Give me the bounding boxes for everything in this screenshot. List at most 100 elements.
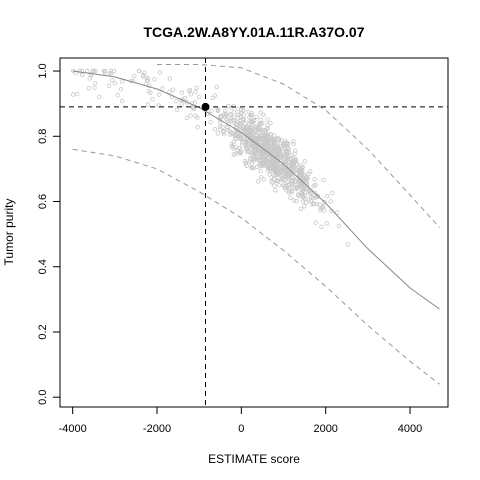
scatter-point: [302, 204, 307, 209]
scatter-point: [260, 128, 266, 133]
scatter-point: [240, 116, 245, 122]
scatter-point: [267, 143, 273, 149]
scatter-point: [298, 206, 303, 211]
scatter-point: [144, 77, 150, 82]
scatter-point: [290, 163, 295, 168]
scatter-point: [322, 199, 327, 205]
scatter-point: [290, 177, 296, 183]
scatter-point: [313, 220, 318, 225]
scatter-point: [156, 103, 161, 108]
scatter-point: [212, 126, 218, 132]
scatter-point: [292, 151, 297, 156]
scatter-point: [261, 112, 266, 117]
scatter-point: [228, 118, 233, 124]
scatter-point: [270, 136, 275, 142]
scatter-point: [214, 84, 219, 89]
scatter-point: [302, 193, 308, 198]
scatter-point: [233, 144, 239, 150]
scatter-point: [267, 172, 272, 177]
scatter-point: [320, 204, 325, 210]
scatter-point: [279, 169, 284, 174]
scatter-point: [119, 98, 125, 104]
scatter-point: [146, 89, 151, 94]
scatter-point: [238, 148, 243, 153]
y-tick-label: 0.8: [37, 129, 49, 144]
scatter-point: [223, 111, 228, 116]
y-axis: 0.0 0.2 0.4 0.6 0.8 1.0: [37, 63, 61, 405]
scatter-point: [269, 179, 274, 184]
scatter-points: [70, 68, 350, 247]
scatter-point: [145, 102, 151, 107]
y-tick-label: 1.0: [37, 63, 49, 78]
scatter-point: [336, 223, 341, 229]
scatter-point: [325, 193, 330, 199]
scatter-point: [270, 180, 275, 185]
scatter-point: [209, 108, 214, 113]
scatter-point: [218, 127, 223, 132]
scatter-point: [275, 178, 280, 183]
y-tick-label: 0.4: [37, 259, 49, 274]
scatter-point: [264, 126, 270, 131]
scatter-point: [232, 115, 237, 120]
scatter-point: [322, 208, 327, 213]
scatter-point: [271, 138, 276, 144]
x-tick-label: -2000: [143, 423, 171, 435]
scatter-point: [305, 189, 311, 194]
scatter-point: [328, 199, 333, 204]
scatter-point: [118, 86, 124, 92]
scatter-point: [241, 108, 246, 113]
scatter-point: [238, 150, 244, 155]
scatter-point: [317, 207, 323, 213]
scatter-point: [286, 182, 292, 187]
scatter-point: [255, 125, 260, 131]
scatter-point: [293, 158, 299, 163]
scatter-point: [300, 172, 305, 177]
scatter-point: [231, 109, 237, 115]
highlight-point: [201, 102, 210, 111]
scatter-point: [299, 175, 304, 180]
reference-lines: [60, 58, 448, 407]
scatter-point: [266, 138, 271, 143]
scatter-point: [255, 156, 260, 162]
scatter-point: [140, 72, 146, 78]
scatter-point: [254, 130, 259, 135]
scatter-point: [292, 182, 297, 187]
scatter-point: [208, 119, 213, 125]
scatter-point: [273, 172, 278, 178]
scatter-point: [285, 170, 290, 176]
scatter-point: [249, 113, 254, 118]
scatter-point: [249, 128, 255, 133]
scatter-point: [310, 195, 316, 201]
scatter-point: [286, 141, 291, 146]
scatter-point: [239, 143, 245, 148]
scatter-point: [218, 113, 224, 119]
scatter-point: [179, 90, 185, 95]
scatter-point: [308, 198, 314, 204]
scatter-point: [294, 167, 299, 172]
scatter-point: [225, 127, 230, 133]
scatter-point: [299, 168, 305, 173]
scatter-point: [294, 162, 299, 167]
scatter-point: [261, 177, 266, 182]
scatter-point: [253, 150, 259, 155]
scatter-point: [243, 161, 248, 166]
scatter-point: [300, 193, 305, 199]
scatter-point: [194, 85, 199, 90]
scatter-point: [174, 98, 179, 104]
scatter-point: [232, 133, 237, 139]
scatter-point: [279, 175, 285, 181]
scatter-point: [227, 132, 233, 137]
x-tick-label: 2000: [313, 423, 337, 435]
scatter-point: [253, 124, 259, 130]
scatter-point: [96, 94, 102, 99]
scatter-point: [182, 95, 188, 101]
scatter-point: [244, 130, 250, 136]
scatter-point: [217, 124, 223, 129]
scatter-point: [220, 124, 225, 130]
scatter-point: [229, 131, 235, 136]
scatter-point: [79, 72, 85, 78]
scatter-point: [289, 172, 295, 177]
scatter-point: [196, 94, 202, 100]
scatter-point: [258, 110, 263, 115]
